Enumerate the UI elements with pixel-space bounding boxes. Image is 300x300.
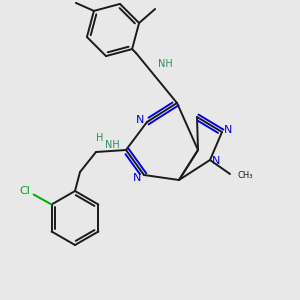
Text: CH₃: CH₃ <box>238 170 254 179</box>
Text: Cl: Cl <box>19 187 30 196</box>
Text: N: N <box>212 156 220 166</box>
Text: NH: NH <box>158 59 172 69</box>
Text: NH: NH <box>105 140 119 150</box>
Text: N: N <box>133 173 141 183</box>
Text: N: N <box>136 115 144 125</box>
Text: N: N <box>224 125 232 135</box>
Text: H: H <box>96 133 104 143</box>
